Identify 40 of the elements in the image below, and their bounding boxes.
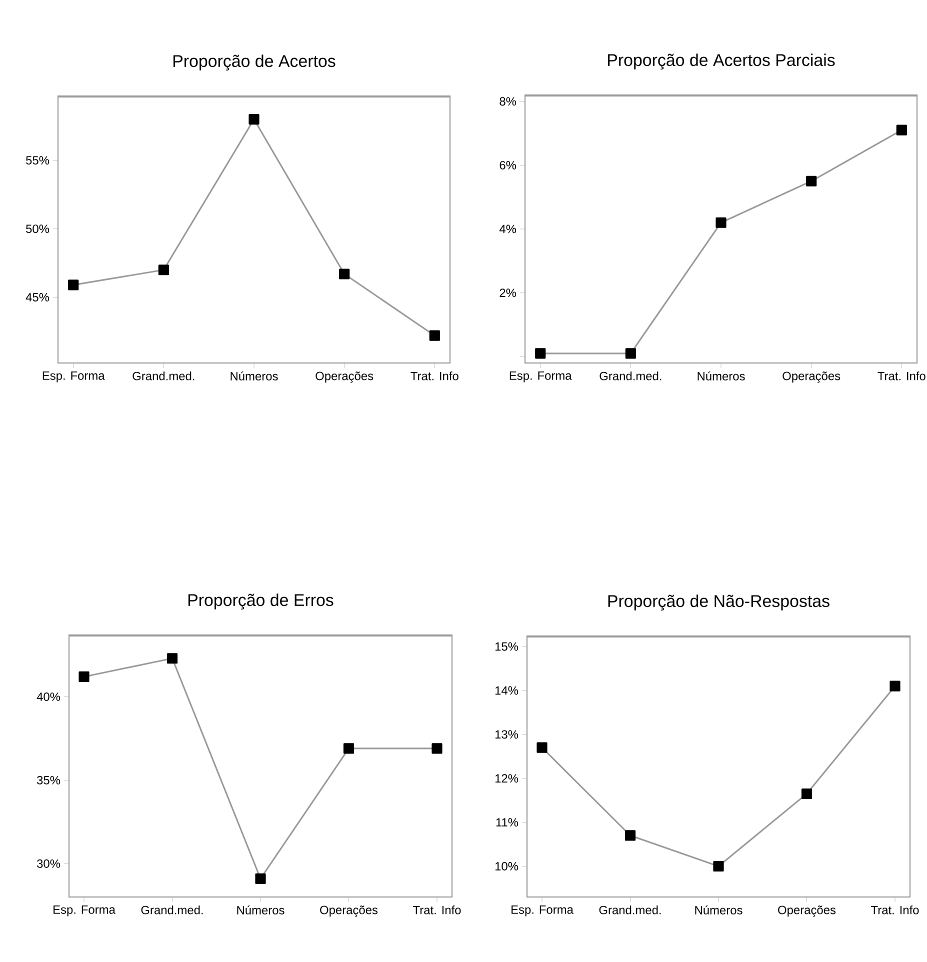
y-tick-label: 55%	[26, 156, 50, 165]
x-tick-label: Operações	[782, 372, 840, 383]
y-tick-label: 10%	[495, 862, 518, 870]
y-tick-label: 12%	[495, 774, 518, 783]
x-tick-label: Esp. Forma	[42, 372, 105, 382]
y-tick-label: 14%	[495, 686, 518, 695]
x-tick-label: Esp. Forma	[54, 906, 116, 916]
y-tick-label: 4%	[499, 224, 516, 234]
x-tick-label: Números	[698, 372, 745, 380]
y-tick-label: 30%	[37, 859, 60, 868]
x-tick-label: Grand.med.	[599, 906, 661, 914]
y-tick-label: 8%	[500, 97, 516, 106]
x-tick-label: Grand.med.	[141, 906, 203, 914]
y-tick-label: 13%	[495, 730, 518, 739]
y-tick-label: 15%	[495, 642, 518, 651]
x-tick-label: Grand.med.	[132, 372, 194, 380]
chart-title: Proporção de Não-Respostas	[608, 594, 830, 611]
x-tick-label: Números	[237, 906, 284, 914]
x-tick-label: Trat. Info	[410, 372, 458, 380]
x-tick-label: Números	[230, 372, 278, 380]
y-tick-label: 35%	[37, 776, 60, 784]
x-tick-label: Trat. Info	[413, 906, 461, 914]
chart-title: Proporção de Acertos Parciais	[608, 54, 835, 70]
x-tick-label: Esp. Forma	[512, 906, 574, 916]
y-tick-label: 50%	[26, 224, 50, 234]
x-tick-label: Operações	[320, 906, 378, 917]
y-tick-label: 6%	[500, 160, 516, 170]
x-tick-label: Trat. Info	[871, 906, 919, 914]
y-tick-label: 40%	[36, 692, 60, 701]
chart-title: Proporção de Erros	[188, 594, 334, 610]
x-tick-label: Operações	[778, 906, 836, 917]
y-tick-label: 2%	[500, 288, 516, 298]
chart-title: Proporção de Acertos	[173, 54, 336, 70]
x-tick-label: Grand.med.	[600, 372, 662, 380]
x-tick-label: Operações	[316, 372, 374, 383]
x-tick-label: Esp. Forma	[510, 372, 572, 382]
x-tick-label: Números	[695, 906, 742, 914]
x-tick-label: Trat. Info	[878, 372, 926, 380]
y-tick-label: 45%	[26, 293, 50, 302]
y-tick-label: 11%	[496, 818, 518, 826]
